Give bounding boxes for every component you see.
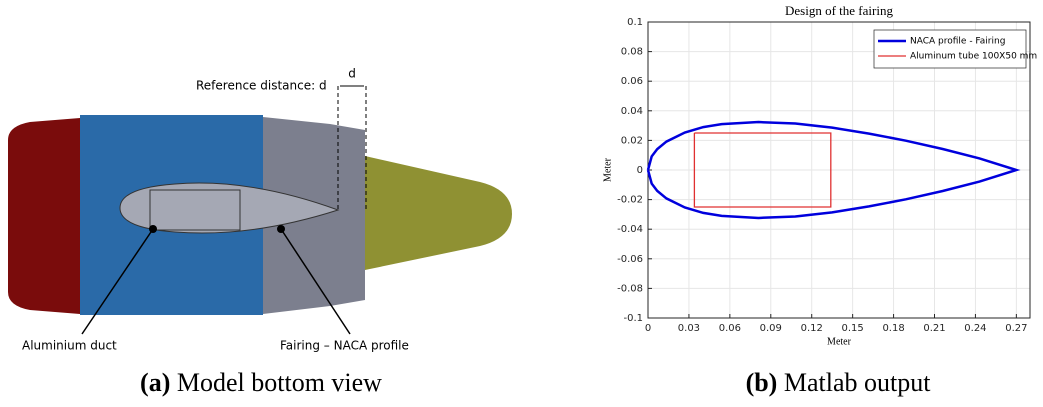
y-tick-label: -0.04 <box>617 224 643 235</box>
x-tick-label: 0.24 <box>964 323 986 334</box>
y-axis-label: Meter <box>602 157 613 182</box>
reference-label: Reference distance: d <box>196 79 327 93</box>
figure: Reference distance: d d Aluminium duct F… <box>0 0 1043 407</box>
caption-a: (a) Model bottom view <box>140 368 382 397</box>
caption-text: Matlab output <box>784 368 931 397</box>
duct-label: Aluminium duct <box>22 339 117 353</box>
x-tick-label: 0.03 <box>678 323 700 334</box>
y-tick-label: -0.06 <box>617 254 643 265</box>
y-tick-label: -0.08 <box>617 283 643 294</box>
caption-label: (a) <box>140 368 170 397</box>
fairing-label: Fairing – NACA profile <box>280 339 409 353</box>
y-tick-label: -0.02 <box>617 195 643 206</box>
y-tick-label: 0.02 <box>621 135 643 146</box>
model-drawing <box>8 86 512 334</box>
x-axis-label: Meter <box>827 336 852 347</box>
x-tick-label: 0.06 <box>719 323 741 334</box>
d-label: d <box>348 67 356 81</box>
legend-label: Aluminum tube 100X50 mm <box>910 52 1037 62</box>
x-tick-label: 0.12 <box>801 323 823 334</box>
y-tick-label: 0.06 <box>621 76 643 87</box>
x-tick-label: 0.18 <box>882 323 904 334</box>
y-tick-label: -0.1 <box>623 313 643 324</box>
legend-label: NACA profile - Fairing <box>910 37 1005 47</box>
y-tick-label: 0 <box>637 165 643 176</box>
caption-label: (b) <box>746 368 778 397</box>
caption-b: (b) Matlab output <box>746 368 932 397</box>
caption-text: Model bottom view <box>177 368 382 397</box>
x-tick-label: 0.15 <box>842 323 864 334</box>
tail <box>365 156 512 270</box>
x-tick-label: 0.21 <box>923 323 945 334</box>
y-tick-label: 0.04 <box>621 106 643 117</box>
x-tick-label: 0 <box>645 323 651 334</box>
chart-title: Design of the fairing <box>785 3 893 18</box>
x-tick-label: 0.09 <box>760 323 782 334</box>
y-tick-label: 0.1 <box>627 17 643 28</box>
x-tick-label: 0.27 <box>1005 323 1027 334</box>
nose <box>8 118 80 314</box>
y-tick-label: 0.08 <box>621 47 643 58</box>
